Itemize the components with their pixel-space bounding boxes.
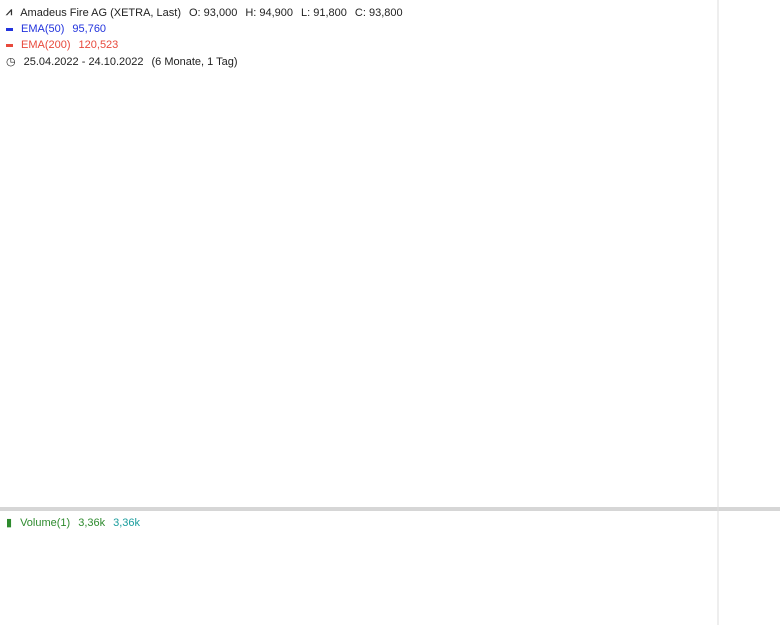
- volume-legend: ▮ Volume(1) 3,36k 3,36k: [6, 516, 141, 530]
- legend-swatch: [6, 43, 13, 47]
- legend-ema200[interactable]: EMA(200) 120,523: [6, 39, 118, 51]
- ohlc: L: 91,800: [301, 6, 347, 19]
- legend-value: 120,523: [78, 39, 119, 51]
- legend-value: 95,760: [72, 23, 107, 35]
- legend-name: EMA(50): [21, 23, 65, 35]
- volume-title: Volume(1): [20, 516, 71, 529]
- volume-value: 3,36k: [78, 516, 106, 529]
- date-range: ◷ 25.04.2022 - 24.10.2022 (6 Monate, 1 T…: [6, 55, 238, 69]
- legend-swatch: [6, 27, 13, 31]
- legend-ema50[interactable]: EMA(50) 95,760: [6, 23, 106, 35]
- ohlc: O: 93,000: [189, 6, 238, 19]
- header-title: ⩘ Amadeus Fire AG (XETRA, Last) O: 93,00…: [6, 6, 403, 19]
- pane-separator: [0, 507, 780, 511]
- legend-name: EMA(200): [21, 39, 71, 51]
- volume-icon: ▮: [6, 517, 13, 529]
- chart-icon: ⩘: [6, 6, 13, 18]
- date-range-text: 25.04.2022 - 24.10.2022: [23, 55, 144, 68]
- ohlc: C: 93,800: [354, 6, 403, 19]
- volume-value: 3,36k: [113, 516, 141, 529]
- period-text: (6 Monate, 1 Tag): [151, 55, 238, 68]
- title: Amadeus Fire AG (XETRA, Last): [20, 6, 181, 19]
- ohlc: H: 94,900: [245, 6, 294, 19]
- clock-icon: ◷: [6, 56, 16, 68]
